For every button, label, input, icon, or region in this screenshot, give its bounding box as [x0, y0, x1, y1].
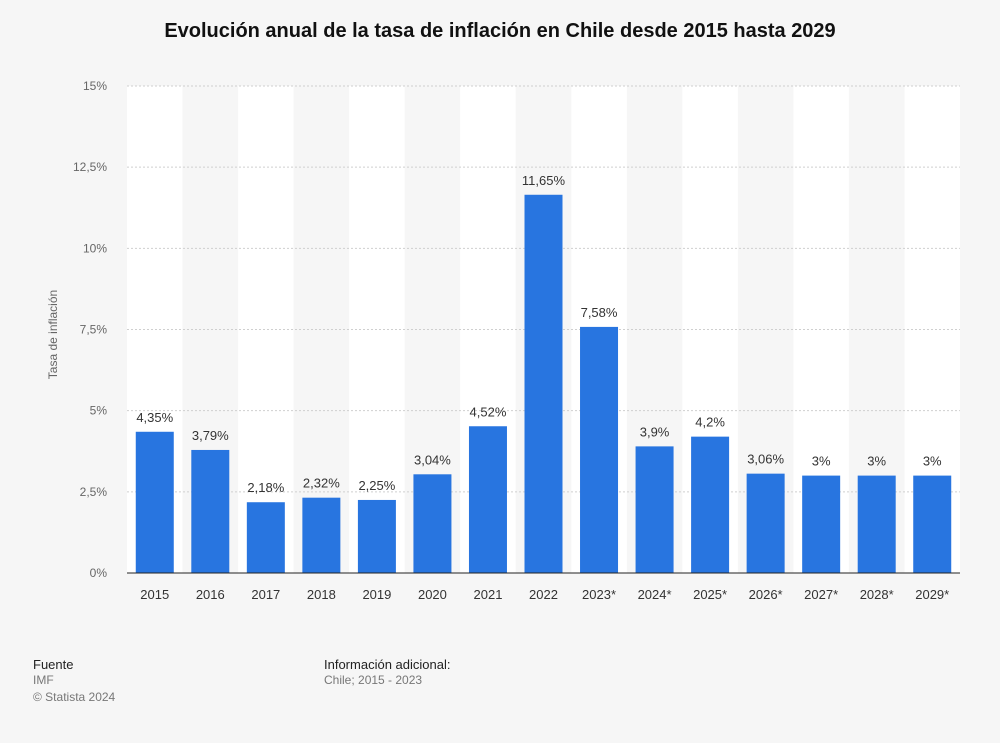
y-tick-label: 15%	[83, 79, 107, 93]
data-label: 4,2%	[695, 415, 725, 430]
additional-info-block: Información adicional: Chile; 2015 - 202…	[324, 657, 450, 689]
x-tick-label: 2026*	[749, 587, 783, 602]
y-axis-label: Tasa de inflación	[46, 290, 60, 379]
copyright: © Statista 2024	[33, 690, 116, 704]
bar	[691, 436, 730, 573]
bar	[913, 475, 952, 573]
bar	[746, 473, 785, 573]
x-tick-label: 2016	[196, 587, 225, 602]
data-label: 2,32%	[303, 476, 340, 491]
x-tick-label: 2028*	[860, 587, 894, 602]
bar	[635, 446, 674, 573]
source-heading: Fuente	[33, 657, 74, 672]
data-label: 11,65%	[522, 173, 566, 188]
bar	[302, 497, 341, 573]
x-tick-label: 2021	[474, 587, 503, 602]
x-tick-label: 2019	[362, 587, 391, 602]
data-label: 4,52%	[470, 404, 507, 419]
bar	[413, 474, 452, 573]
x-tick-label: 2029*	[915, 587, 949, 602]
y-tick-label: 7,5%	[80, 323, 108, 337]
x-tick-label: 2022	[529, 587, 558, 602]
y-tick-label: 10%	[83, 241, 107, 255]
y-tick-labels: 0% 2,5% 5% 7,5% 10% 12,5% 15%	[73, 79, 107, 580]
data-label: 3%	[923, 454, 942, 469]
y-tick-label: 2,5%	[80, 485, 108, 499]
y-tick-label: 12,5%	[73, 160, 107, 174]
x-tick-label: 2027*	[804, 587, 838, 602]
data-label: 3,79%	[192, 428, 229, 443]
bar	[135, 431, 174, 573]
source-name: IMF	[33, 673, 54, 687]
x-tick-label: 2020	[418, 587, 447, 602]
x-tick-label: 2025*	[693, 587, 727, 602]
bar	[802, 475, 841, 573]
additional-info-text: Chile; 2015 - 2023	[324, 673, 423, 687]
data-label: 3,06%	[747, 452, 784, 467]
y-tick-label: 0%	[90, 566, 108, 580]
x-tick-labels: 2015 2016 2017 2018 2019 2020 2021 2022 2023* 202…	[140, 587, 949, 602]
data-label: 3,04%	[414, 452, 451, 467]
x-tick-label: 2023*	[582, 587, 616, 602]
bar	[580, 326, 619, 573]
data-label: 3,9%	[640, 424, 670, 439]
bars	[135, 194, 952, 573]
x-tick-label: 2015	[140, 587, 169, 602]
bar	[357, 499, 396, 573]
bar	[246, 502, 285, 573]
data-label: 4,35%	[136, 410, 173, 425]
data-label: 7,58%	[581, 305, 618, 320]
x-tick-label: 2018	[307, 587, 336, 602]
column-band	[238, 86, 294, 573]
additional-info-heading: Información adicional:	[324, 657, 451, 672]
data-label: 3%	[867, 454, 886, 469]
data-label: 2,25%	[358, 478, 395, 493]
data-label: 3%	[812, 454, 831, 469]
data-label: 2,18%	[247, 480, 284, 495]
value-labels: 4,35% 3,79% 2,18% 2,32% 2,25% 3,04% 4,52% 11,65…	[136, 173, 942, 495]
x-tick-label: 2017	[251, 587, 280, 602]
bar-chart: 0% 2,5% 5% 7,5% 10% 12,5% 15% 4,35% 3,79% 2,18% 2…	[46, 79, 960, 602]
bar	[524, 194, 563, 573]
bar	[191, 449, 230, 573]
bar	[468, 426, 507, 573]
y-tick-label: 5%	[90, 404, 108, 418]
x-tick-label: 2024*	[638, 587, 672, 602]
source-block: Fuente IMF © Statista 2024	[33, 657, 115, 706]
bar	[857, 475, 896, 573]
chart-title: Evolución anual de la tasa de inflación …	[164, 20, 836, 42]
